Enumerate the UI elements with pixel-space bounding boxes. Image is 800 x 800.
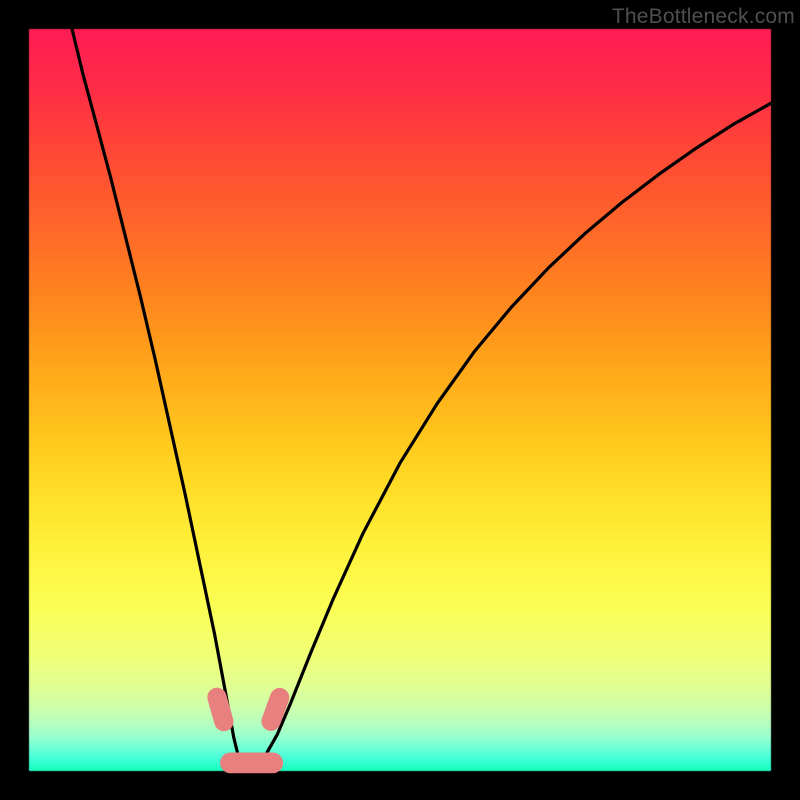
chart-gradient-background (0, 0, 800, 800)
watermark-text: TheBottleneck.com (612, 5, 795, 29)
